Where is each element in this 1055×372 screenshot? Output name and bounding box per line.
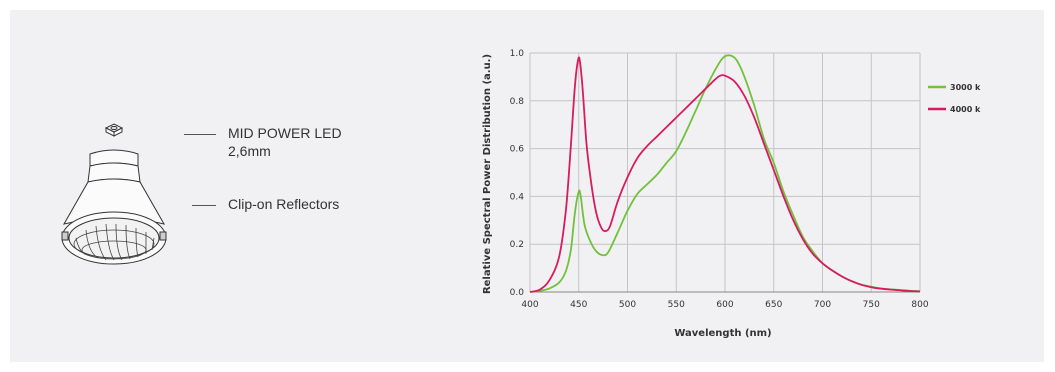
x-tick-label: 450: [570, 300, 587, 310]
chart-ticks: 400 450 500 550 600 650 700 750 800 0.0 0.2 0.4 0.6 0…: [510, 49, 929, 310]
led-callout-size: 2,6mm: [228, 143, 271, 159]
x-tick-label: 400: [521, 300, 538, 310]
x-tick-label: 700: [814, 300, 831, 310]
reflector-callout-line: [192, 205, 216, 206]
y-tick-label: 0.2: [510, 240, 524, 250]
x-tick-label: 800: [911, 300, 928, 310]
x-tick-label: 650: [765, 300, 782, 310]
chart-grid: [529, 52, 921, 293]
x-tick-label: 600: [716, 300, 733, 310]
y-axis-label: Relative Spectral Power Distribution (a.…: [482, 54, 493, 294]
x-tick-label: 750: [863, 300, 880, 310]
chart-series: [529, 54, 921, 293]
y-tick-label: 0.6: [510, 145, 525, 155]
reflector-callout-title: Clip-on Reflectors: [228, 196, 340, 212]
led-callout-line: [184, 134, 216, 135]
led-callout-title: MID POWER LED: [228, 125, 342, 141]
y-tick-label: 0.8: [510, 97, 525, 107]
reflector-housing-icon: [61, 149, 167, 265]
y-tick-label: 0.4: [510, 192, 525, 202]
legend-label: 4000 k: [950, 105, 981, 114]
led-chip-icon: [104, 123, 124, 137]
series-line-4000k: [529, 56, 921, 293]
x-axis-label: Wavelength (nm): [674, 328, 771, 339]
chart-legend: 3000 k 4000 k: [928, 83, 981, 114]
led-spotlight-illustration: [61, 123, 167, 265]
x-tick-label: 500: [619, 300, 636, 310]
legend-label: 3000 k: [950, 83, 981, 92]
y-tick-label: 1.0: [510, 49, 525, 59]
y-tick-label: 0.0: [510, 288, 525, 298]
x-tick-label: 550: [668, 300, 685, 310]
